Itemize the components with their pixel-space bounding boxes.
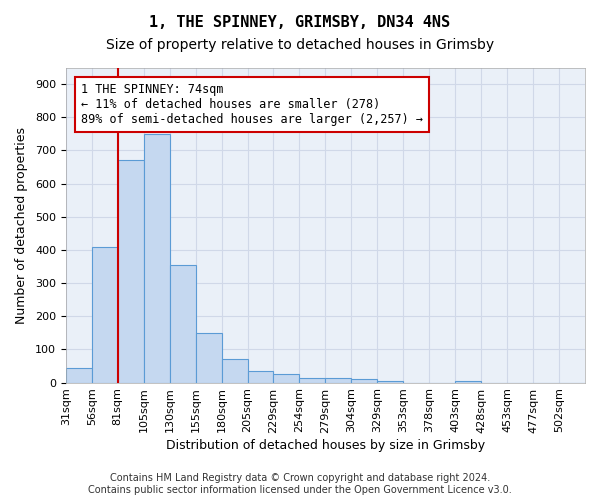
Bar [92,246,118,382]
Text: Size of property relative to detached houses in Grimsby: Size of property relative to detached ho… [106,38,494,52]
X-axis label: Distribution of detached houses by size in Grimsby: Distribution of detached houses by size … [166,440,485,452]
Text: 1 THE SPINNEY: 74sqm
← 11% of detached houses are smaller (278)
89% of semi-deta: 1 THE SPINNEY: 74sqm ← 11% of detached h… [82,84,424,126]
Bar [455,381,481,382]
Bar [325,378,352,382]
Bar [118,160,143,382]
Bar [274,374,299,382]
Bar [66,368,92,382]
Bar [170,265,196,382]
Text: 1, THE SPINNEY, GRIMSBY, DN34 4NS: 1, THE SPINNEY, GRIMSBY, DN34 4NS [149,15,451,30]
Bar [299,378,325,382]
Bar [352,380,377,382]
Bar [221,360,248,382]
Y-axis label: Number of detached properties: Number of detached properties [15,126,28,324]
Bar [143,134,170,382]
Text: Contains HM Land Registry data © Crown copyright and database right 2024.
Contai: Contains HM Land Registry data © Crown c… [88,474,512,495]
Bar [196,333,221,382]
Bar [377,381,403,382]
Bar [248,371,274,382]
